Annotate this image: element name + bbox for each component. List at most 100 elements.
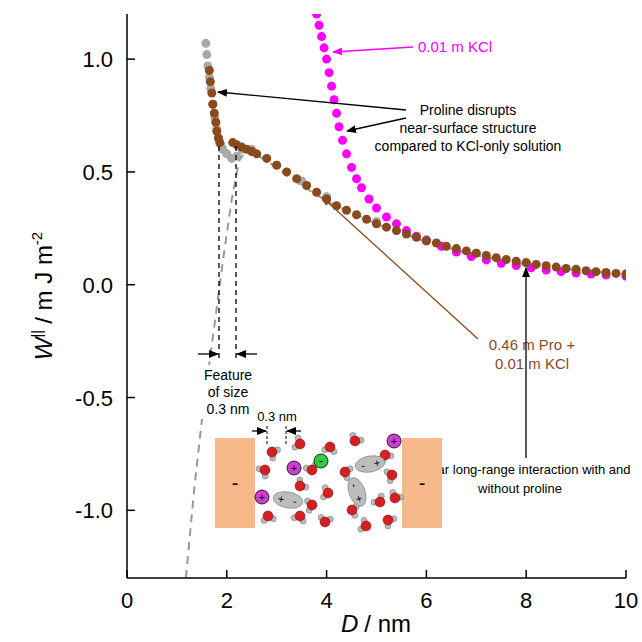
data-point: [412, 233, 421, 242]
title-part: D: [341, 610, 358, 637]
data-point: [442, 242, 451, 251]
inset-zwitterion-body: [344, 475, 369, 509]
inset-wall: [215, 438, 255, 528]
data-point: [552, 263, 561, 272]
data-point: [582, 266, 591, 275]
data-point: [422, 236, 431, 245]
annotation-text: Similar long-range interaction with and: [409, 462, 630, 477]
annotation-text: near-surface structure: [400, 120, 537, 136]
inset-zwitterion-charge: -: [360, 459, 366, 472]
inset-zwitterion-charge: +: [353, 494, 366, 504]
annotation-arrow: [333, 47, 413, 52]
title-part: ||: [28, 330, 45, 338]
annotation-text: Feature: [204, 367, 252, 383]
data-point: [210, 109, 219, 118]
inset-zwitterion-body: [272, 490, 304, 511]
data-point: [312, 14, 321, 19]
inset-oxygen: [307, 500, 317, 510]
data-point: [492, 253, 501, 262]
annotation-arrow: [252, 430, 266, 431]
annotation-arrow: [525, 268, 526, 458]
data-point: [282, 167, 291, 176]
y-axis-line: [126, 14, 128, 578]
data-point: [322, 55, 331, 64]
inset-zwitterion-charge: +: [277, 492, 285, 505]
data-point: [372, 219, 381, 228]
data-point: [402, 229, 411, 238]
data-point: [622, 270, 627, 279]
annotation: Proline disruptsnear-surface structureco…: [218, 92, 561, 154]
data-point: [252, 149, 261, 158]
inset-oxygen: [383, 515, 393, 525]
annotation-arrow: [347, 118, 406, 131]
inset-oxygen: [323, 488, 333, 498]
annotation: 0.46 m Pro +0.01 m KCl: [322, 197, 575, 372]
data-point: [382, 223, 391, 232]
data-point: [452, 244, 461, 253]
inset-zwitterion-charge: -: [292, 495, 298, 508]
annotation: Featureof size0.3 nm: [201, 365, 255, 419]
data-point: [432, 238, 441, 247]
data-point: [215, 138, 224, 147]
data-point: [317, 32, 326, 41]
chart: 0246810-1.0-0.50.00.51.0D/ nmW||/ m J m-…: [0, 0, 642, 642]
x-tick-label: 0: [121, 588, 133, 613]
data-point: [562, 264, 571, 273]
data-point: [208, 100, 217, 109]
y-axis-title: W||/ m J m-2: [28, 232, 57, 360]
inset-cation: [255, 490, 269, 504]
inset-wall-charge: -: [419, 472, 426, 494]
x-tick: [625, 570, 627, 578]
inset-cation: [287, 461, 301, 475]
annotation-arrow: [322, 197, 478, 339]
title-part: / m J m: [30, 245, 57, 324]
data-point: [592, 267, 601, 276]
inset-cation-charge: +: [291, 462, 297, 474]
data-point: [502, 255, 511, 264]
data-point: [352, 174, 361, 183]
inset-spacing-label: 0.3 nm: [257, 409, 297, 424]
data-point: [622, 269, 627, 278]
data-point: [211, 118, 220, 127]
y-tick: [127, 397, 135, 399]
data-point: [512, 257, 521, 266]
inset-diagram: --0.3 nm+++--++--+: [215, 409, 442, 532]
data-point: [327, 82, 336, 91]
inset-anion: [314, 454, 328, 468]
inset-zwitterion: +-: [272, 490, 304, 511]
inset-oxygen: [320, 517, 330, 527]
inset-zwitterion: -+: [354, 454, 386, 475]
inset-zwitterion-charge: +: [373, 456, 381, 469]
annotation-text: compared to KCl-only solution: [375, 138, 562, 154]
fit-line: [186, 149, 626, 578]
y-tick: [127, 510, 135, 512]
y-tick-label: 1.0: [82, 47, 113, 72]
data-point: [262, 154, 271, 163]
data-point: [332, 109, 341, 118]
inset-oxygen: [340, 467, 350, 477]
inset-oxygen: [350, 436, 360, 446]
annotation-text: 0.01 m KCl: [418, 38, 492, 55]
inset-oxygen: [295, 439, 305, 449]
inset-wall-charge: -: [232, 472, 239, 494]
inset-guide: [267, 426, 268, 446]
data-point: [320, 43, 329, 52]
data-point: [208, 100, 217, 109]
x-tick: [326, 570, 328, 578]
inset-cation-charge: +: [391, 435, 397, 447]
x-tick-label: 2: [221, 588, 233, 613]
data-point: [372, 204, 381, 213]
annotation-text: of size: [208, 384, 249, 400]
data-point: [352, 210, 361, 219]
y-tick-label: -1.0: [75, 498, 113, 523]
data-point: [357, 183, 366, 192]
data-point: [206, 77, 215, 86]
data-point: [202, 50, 211, 59]
data-point: [315, 21, 324, 30]
data-point: [572, 264, 581, 273]
feature-guide: [218, 146, 219, 360]
x-tick: [525, 570, 527, 578]
plot-data: [186, 14, 626, 578]
data-point: [382, 213, 391, 222]
annotation-text: 0.46 m Pro +: [489, 336, 576, 353]
